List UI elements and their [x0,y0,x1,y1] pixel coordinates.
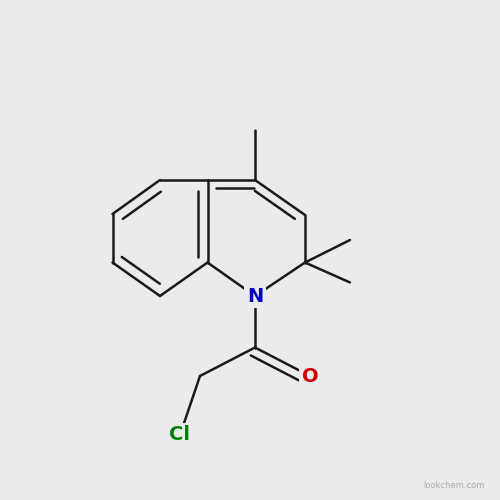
Text: O: O [302,366,318,386]
Text: N: N [247,286,263,306]
Text: Cl: Cl [170,426,190,444]
Text: lookchem.com: lookchem.com [424,481,485,490]
